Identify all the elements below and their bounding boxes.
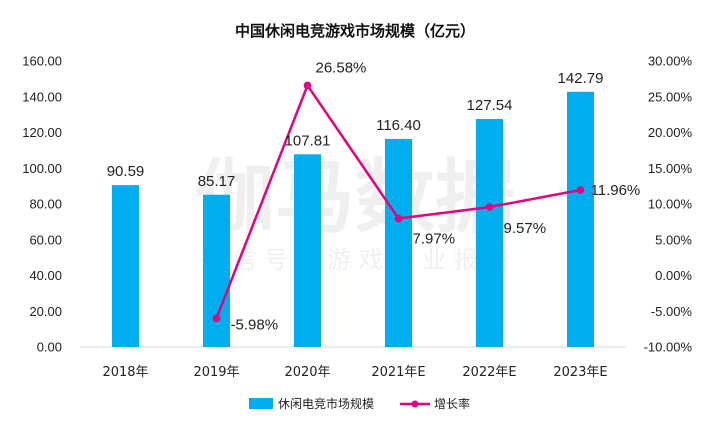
legend: 休闲电竞市场规模 增长率 bbox=[249, 396, 470, 411]
line-series bbox=[212, 81, 585, 323]
legend-bar-label: 休闲电竞市场规模 bbox=[278, 396, 374, 411]
y-left-tick-label: 80.00 bbox=[29, 197, 62, 212]
bar bbox=[476, 119, 503, 347]
x-tick-label: 2019年 bbox=[193, 365, 239, 380]
bar bbox=[112, 185, 139, 347]
y-right-tick-label: 15.00% bbox=[648, 161, 693, 176]
watermark-main: 伽马数据 bbox=[195, 151, 515, 244]
x-tick-label: 2020年 bbox=[284, 365, 330, 380]
watermark-sub: 微 信 号 ： 游 戏 产 业 报 告 bbox=[201, 246, 510, 274]
y-left-tick-label: 120.00 bbox=[22, 125, 62, 140]
x-axis: 2018年 2019年 2020年 2021年E 2022年E 2023年E bbox=[102, 365, 607, 380]
bar bbox=[294, 154, 321, 347]
bar-value-label: 127.54 bbox=[467, 97, 513, 114]
y-left-tick-label: 60.00 bbox=[29, 232, 62, 247]
y-left-tick-label: 0.00 bbox=[37, 340, 62, 355]
x-tick-label: 2023年E bbox=[553, 365, 607, 380]
growth-value-label: 26.58% bbox=[316, 59, 367, 76]
line-data-labels: -5.98% 26.58% 7.97% 9.57% 11.96% bbox=[231, 59, 641, 333]
watermark: 伽马数据 微 信 号 ： 游 戏 产 业 报 告 bbox=[195, 151, 515, 274]
y-left-tick-label: 40.00 bbox=[29, 268, 62, 283]
growth-point bbox=[212, 314, 221, 323]
bar-data-labels: 90.59 85.17 107.81 116.40 127.54 142.79 bbox=[107, 70, 604, 190]
bar-value-label: 107.81 bbox=[285, 132, 331, 149]
legend-line-marker bbox=[411, 400, 419, 408]
growth-point bbox=[576, 186, 585, 194]
bar-value-label: 116.40 bbox=[376, 117, 421, 134]
x-tick-label: 2021年E bbox=[371, 365, 425, 380]
legend-bar-swatch bbox=[249, 398, 273, 409]
y-axis-left: 0.00 20.00 40.00 60.00 80.00 100.00 120.00 140.… bbox=[22, 54, 62, 355]
x-tick-label: 2022年E bbox=[462, 365, 516, 380]
y-right-tick-label: 25.00% bbox=[648, 89, 693, 104]
chart-title: 中国休闲电竞游戏市场规模（亿元） bbox=[235, 22, 475, 40]
x-tick-label: 2018年 bbox=[102, 365, 148, 380]
bar-value-label: 90.59 bbox=[107, 163, 145, 180]
y-right-tick-label: 20.00% bbox=[648, 125, 693, 140]
y-left-tick-label: 140.00 bbox=[22, 89, 62, 104]
growth-value-label: 7.97% bbox=[413, 231, 456, 248]
y-right-tick-label: 5.00% bbox=[655, 232, 692, 247]
legend-line-label: 增长率 bbox=[434, 396, 470, 411]
bar-series bbox=[112, 91, 594, 347]
y-right-tick-label: 10.00% bbox=[648, 197, 693, 212]
y-axis-right: -10.00% -5.00% 0.00% 5.00% 10.00% 15.00% 20.00… bbox=[644, 54, 693, 355]
y-left-tick-label: 160.00 bbox=[22, 54, 62, 69]
bar-value-label: 85.17 bbox=[198, 173, 236, 190]
bar bbox=[385, 138, 412, 347]
bar bbox=[567, 91, 594, 347]
growth-point bbox=[394, 214, 403, 223]
y-right-tick-label: -5.00% bbox=[651, 304, 693, 319]
growth-point bbox=[303, 81, 312, 90]
bar bbox=[203, 194, 230, 347]
growth-point bbox=[485, 203, 494, 211]
growth-value-label: 11.96% bbox=[591, 182, 641, 199]
y-right-tick-label: -10.00% bbox=[644, 340, 693, 355]
y-left-tick-label: 100.00 bbox=[22, 161, 62, 176]
y-left-tick-label: 20.00 bbox=[29, 304, 62, 319]
y-right-tick-label: 0.00% bbox=[655, 268, 692, 283]
bar-value-label: 142.79 bbox=[558, 70, 604, 87]
growth-value-label: -5.98% bbox=[231, 316, 279, 333]
growth-value-label: 9.57% bbox=[504, 220, 547, 237]
y-right-tick-label: 30.00% bbox=[648, 54, 693, 69]
